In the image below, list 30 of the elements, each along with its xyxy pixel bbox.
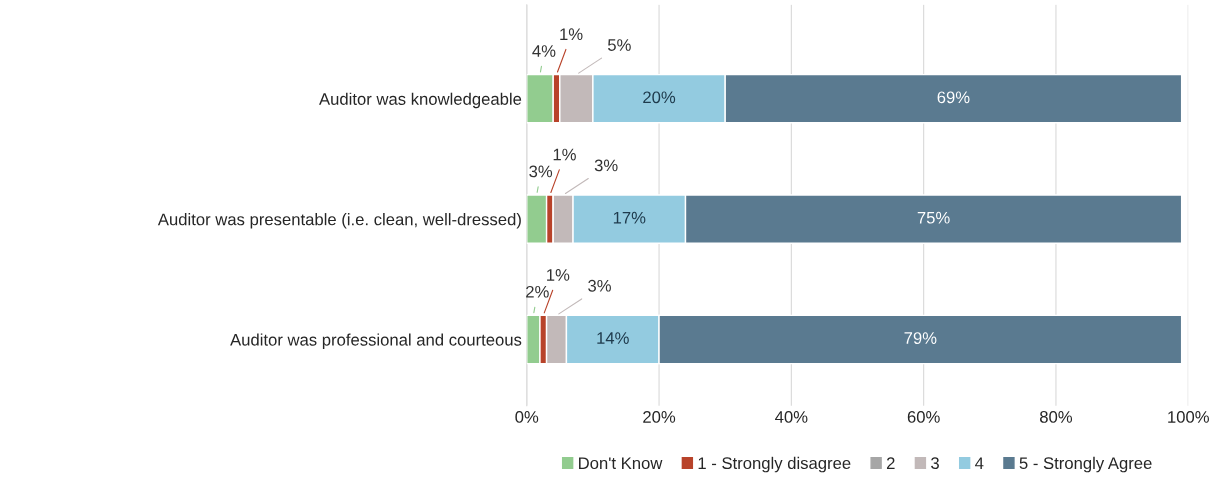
y-tick-label: Auditor was presentable (i.e. clean, well-dressed) bbox=[157, 213, 521, 229]
data-label: 1% bbox=[553, 148, 576, 161]
legend-label: 3 bbox=[931, 457, 939, 470]
data-label: 4% bbox=[532, 45, 556, 57]
data-label: 3% bbox=[529, 165, 553, 178]
y-tick-label: Auditor was knowledgeable bbox=[319, 92, 522, 109]
data-label: 3% bbox=[588, 279, 611, 292]
data-label: 69% bbox=[937, 91, 970, 104]
data-label: 1% bbox=[547, 269, 570, 281]
x-tick-label: 0% bbox=[515, 411, 539, 423]
x-tick-label: 80% bbox=[1040, 411, 1073, 423]
data-label: 2% bbox=[526, 285, 549, 298]
data-label: 75% bbox=[917, 211, 950, 224]
legend-label: Don't Know bbox=[579, 457, 663, 470]
legend-label: 4 bbox=[975, 457, 984, 469]
data-label: 1% bbox=[560, 28, 583, 40]
data-label: 79% bbox=[904, 332, 937, 344]
data-label: 17% bbox=[613, 211, 646, 224]
x-tick-label: 60% bbox=[907, 411, 940, 423]
data-label: 20% bbox=[643, 91, 676, 104]
data-label: 14% bbox=[597, 332, 629, 344]
y-tick-label: Auditor was professional and courteous bbox=[230, 333, 522, 349]
legend-label: 1 - Strongly disagree bbox=[698, 456, 851, 473]
data-label: 5% bbox=[607, 39, 631, 51]
legend-label: 5 - Strongly Agree bbox=[1019, 456, 1152, 473]
legend-label: 2 bbox=[886, 457, 895, 469]
x-tick-label: 100% bbox=[1168, 411, 1209, 423]
x-tick-label: 20% bbox=[643, 411, 676, 423]
x-tick-label: 40% bbox=[775, 411, 808, 423]
data-label: 3% bbox=[594, 159, 618, 172]
